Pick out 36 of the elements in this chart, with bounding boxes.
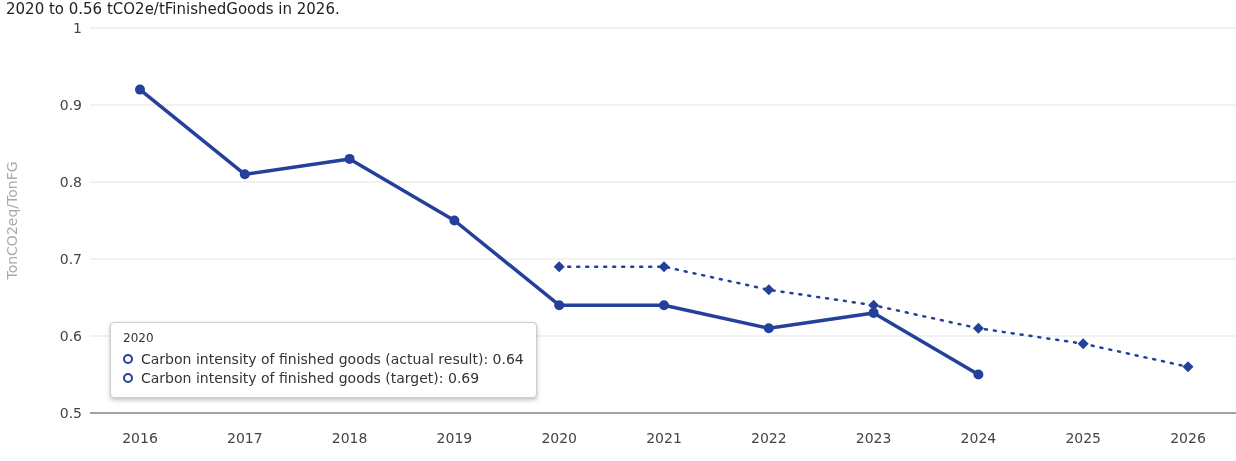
point [658,261,670,273]
y-tick-label: 1 [73,19,82,36]
point [554,300,565,311]
x-tick-label: 2022 [750,429,787,446]
y-tick-label: 0.6 [59,327,83,344]
x-tick-label: 2016 [122,429,158,446]
y-tick-label: 0.7 [59,250,82,267]
y-tick-label: 0.5 [59,404,82,421]
point [763,284,775,296]
point [763,323,774,334]
point [344,153,355,164]
x-tick-label: 2026 [1170,429,1206,446]
point [553,261,565,273]
point [659,300,669,311]
point [972,322,984,334]
x-tick-label: 2023 [855,429,892,446]
x-tick-label: 2021 [646,429,682,446]
point [1182,361,1194,373]
annotation: Carbon intensity of finished goods (target): 0.69 [141,370,480,386]
point [1077,338,1089,350]
point [973,369,984,380]
x-tick-label: 2025 [1065,429,1102,446]
y-tick-label: 0.8 [59,173,82,190]
x-tick-label: 2020 [541,429,578,446]
point [135,84,145,95]
x-tick-label: 2017 [226,429,263,446]
x-tick-label: 2019 [436,429,473,446]
y-axis-title: TonCO2eq/TonFG [3,161,20,281]
x-tick-label: 2024 [960,429,997,446]
y-tick-label: 0.9 [59,96,82,113]
point [449,215,460,226]
annotation: Carbon intensity of finished goods (actual result): 0.64 [141,351,524,367]
point [239,169,250,180]
annotation: 2020 [123,331,154,345]
x-tick-label: 2018 [331,429,368,446]
chart-subtitle: 2020 to 0.56 tCO2e/tFinishedGoods in 2026. [6,0,340,18]
